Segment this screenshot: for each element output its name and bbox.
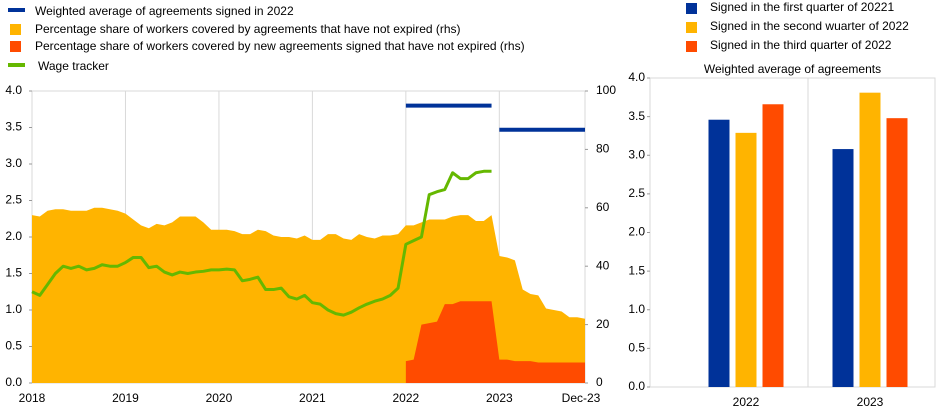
y2-tick-label: 40 xyxy=(596,258,610,272)
y2-tick-label: 60 xyxy=(596,200,610,214)
y-tick-label: 1.0 xyxy=(628,302,645,316)
y-tick-label: 0.5 xyxy=(5,339,22,353)
bar xyxy=(708,119,730,387)
bar xyxy=(735,132,757,387)
y-tick-label: 3.0 xyxy=(628,147,645,161)
y2-tick-label: 80 xyxy=(596,142,610,156)
y-tick-label: 1.0 xyxy=(5,302,22,316)
y-tick-label: 3.5 xyxy=(5,120,22,134)
y-tick-label: 2.0 xyxy=(5,229,22,243)
y-tick-label: 2.5 xyxy=(5,193,22,207)
legend-label: Wage tracker xyxy=(38,59,109,73)
x-tick-label: 2021 xyxy=(299,391,326,405)
area xyxy=(32,207,585,383)
x-tick-label: 2022 xyxy=(733,395,760,409)
y-tick-label: 0.5 xyxy=(628,341,645,355)
legend-swatch xyxy=(10,41,21,52)
legend-swatch xyxy=(10,24,21,35)
x-tick-label: 2019 xyxy=(112,391,139,405)
legend-label: Signed in the third quarter of 2022 xyxy=(710,38,892,52)
y2-tick-label: 100 xyxy=(596,83,616,97)
y-tick-label: 4.0 xyxy=(628,70,645,84)
x-tick-label: Dec-23 xyxy=(562,391,601,405)
y-tick-label: 3.0 xyxy=(5,156,22,170)
x-tick-label: 2022 xyxy=(393,391,420,405)
y-tick-label: 2.0 xyxy=(628,225,645,239)
y-tick-label: 2.5 xyxy=(628,186,645,200)
y-tick-label: 4.0 xyxy=(5,83,22,97)
legend-swatch xyxy=(686,41,697,52)
bar xyxy=(762,104,784,387)
y-tick-label: 0.0 xyxy=(628,379,645,393)
legend-label: Percentage share of workers covered by n… xyxy=(35,39,525,53)
chart-title: Weighted average of agreements xyxy=(704,62,881,76)
y-tick-label: 1.5 xyxy=(628,263,645,277)
y-tick-label: 0.0 xyxy=(5,375,22,389)
legend-label: Signed in the first quarter of 20221 xyxy=(710,0,894,14)
y2-tick-label: 20 xyxy=(596,317,610,331)
y2-tick-label: 0 xyxy=(596,375,603,389)
line xyxy=(31,169,492,317)
legend-label: Percentage share of workers covered by a… xyxy=(35,22,461,36)
x-tick-label: 2018 xyxy=(19,391,46,405)
x-tick-label: 2023 xyxy=(486,391,513,405)
y-tick-label: 3.5 xyxy=(628,109,645,123)
legend-swatch xyxy=(686,3,697,14)
legend-swatch xyxy=(686,22,697,33)
legend-label: Signed in the second wuarter of 2022 xyxy=(710,19,909,33)
x-tick-label: 2020 xyxy=(206,391,233,405)
bar xyxy=(886,118,908,388)
x-tick-label: 2023 xyxy=(857,395,884,409)
bar xyxy=(859,92,881,388)
y-tick-label: 1.5 xyxy=(5,266,22,280)
legend-label: Weighted average of agreements signed in… xyxy=(35,4,294,18)
bar xyxy=(832,149,854,387)
area xyxy=(405,301,585,383)
